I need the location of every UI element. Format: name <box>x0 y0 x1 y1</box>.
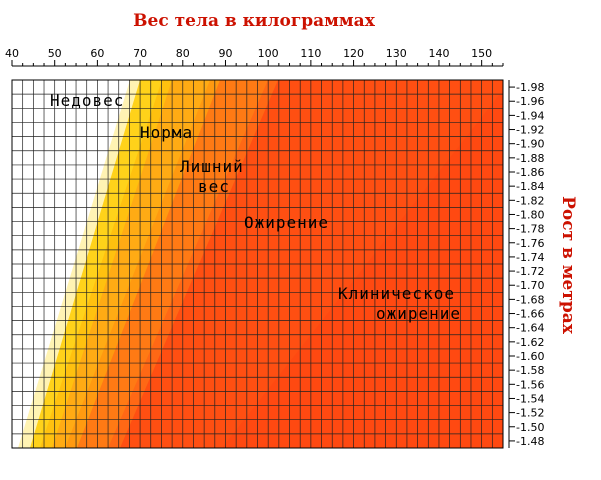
y-tick-label: -1.80 <box>516 208 544 221</box>
x-tick-label: 100 <box>258 47 279 60</box>
x-tick-label: 150 <box>471 47 492 60</box>
label-clinical-1: Клиническое <box>338 284 455 303</box>
x-tick-label: 40 <box>5 47 19 60</box>
y-axis-label: Рост в метрах <box>558 196 578 335</box>
y-tick-label: -1.86 <box>516 166 544 179</box>
y-tick-label: -1.56 <box>516 378 544 391</box>
x-tick-label: 130 <box>386 47 407 60</box>
label-clinical-2: ожирение <box>376 304 461 323</box>
y-tick-label: -1.84 <box>516 180 544 193</box>
grid-layer <box>11 79 504 449</box>
y-tick-label: -1.78 <box>516 223 544 236</box>
y-tick-label: -1.90 <box>516 138 544 151</box>
x-tick-label: 110 <box>300 47 321 60</box>
x-tick-label: 140 <box>428 47 449 60</box>
y-tick-label: -1.50 <box>516 421 544 434</box>
y-tick-label: -1.52 <box>516 407 544 420</box>
y-tick-label: -1.96 <box>516 95 544 108</box>
y-tick-label: -1.60 <box>516 350 544 363</box>
label-underweight: Недовес <box>50 91 124 110</box>
y-tick-label: -1.88 <box>516 152 544 165</box>
y-axis: -1.98-1.96-1.94 -1.92-1.90-1.88-1.86-1.84… <box>508 80 544 448</box>
y-tick-label: -1.98 <box>516 81 544 94</box>
label-overweight-2: вес <box>198 177 230 196</box>
y-tick-label: -1.64 <box>516 322 544 335</box>
y-tick-label: -1.76 <box>516 237 544 250</box>
label-overweight-1: Лишний <box>180 157 244 176</box>
x-tick-label: 90 <box>218 47 232 60</box>
x-tick-label: 80 <box>176 47 190 60</box>
y-tick-label: -1.68 <box>516 293 544 306</box>
y-tick-label: -1.74 <box>516 251 544 264</box>
y-tick-label: -1.62 <box>516 336 544 349</box>
chart-title: Вес тела в килограммах <box>133 11 376 31</box>
x-tick-label: 60 <box>90 47 104 60</box>
plot-frame <box>11 79 504 449</box>
x-tick-label: 50 <box>48 47 62 60</box>
y-tick-label: -1.58 <box>516 364 544 377</box>
label-normal: Норма <box>140 123 193 142</box>
label-obesity: Ожирение <box>244 213 329 232</box>
y-tick-label: -1.92 <box>516 124 544 137</box>
y-tick-label: -1.54 <box>516 392 544 405</box>
zone-clinical-shade <box>222 90 503 448</box>
x-axis: 40 50 60 70 80 90 100 110 120 130 140 150 <box>5 47 504 67</box>
y-tick-label: -1.66 <box>516 308 544 321</box>
y-tick-label: -1.72 <box>516 265 544 278</box>
y-tick-label: -1.70 <box>516 279 544 292</box>
y-tick-label: -1.82 <box>516 194 544 207</box>
x-tick-label: 70 <box>133 47 147 60</box>
x-tick-label: 120 <box>343 47 364 60</box>
y-tick-label: -1.48 <box>516 435 544 448</box>
y-tick-label: -1.94 <box>516 109 544 122</box>
